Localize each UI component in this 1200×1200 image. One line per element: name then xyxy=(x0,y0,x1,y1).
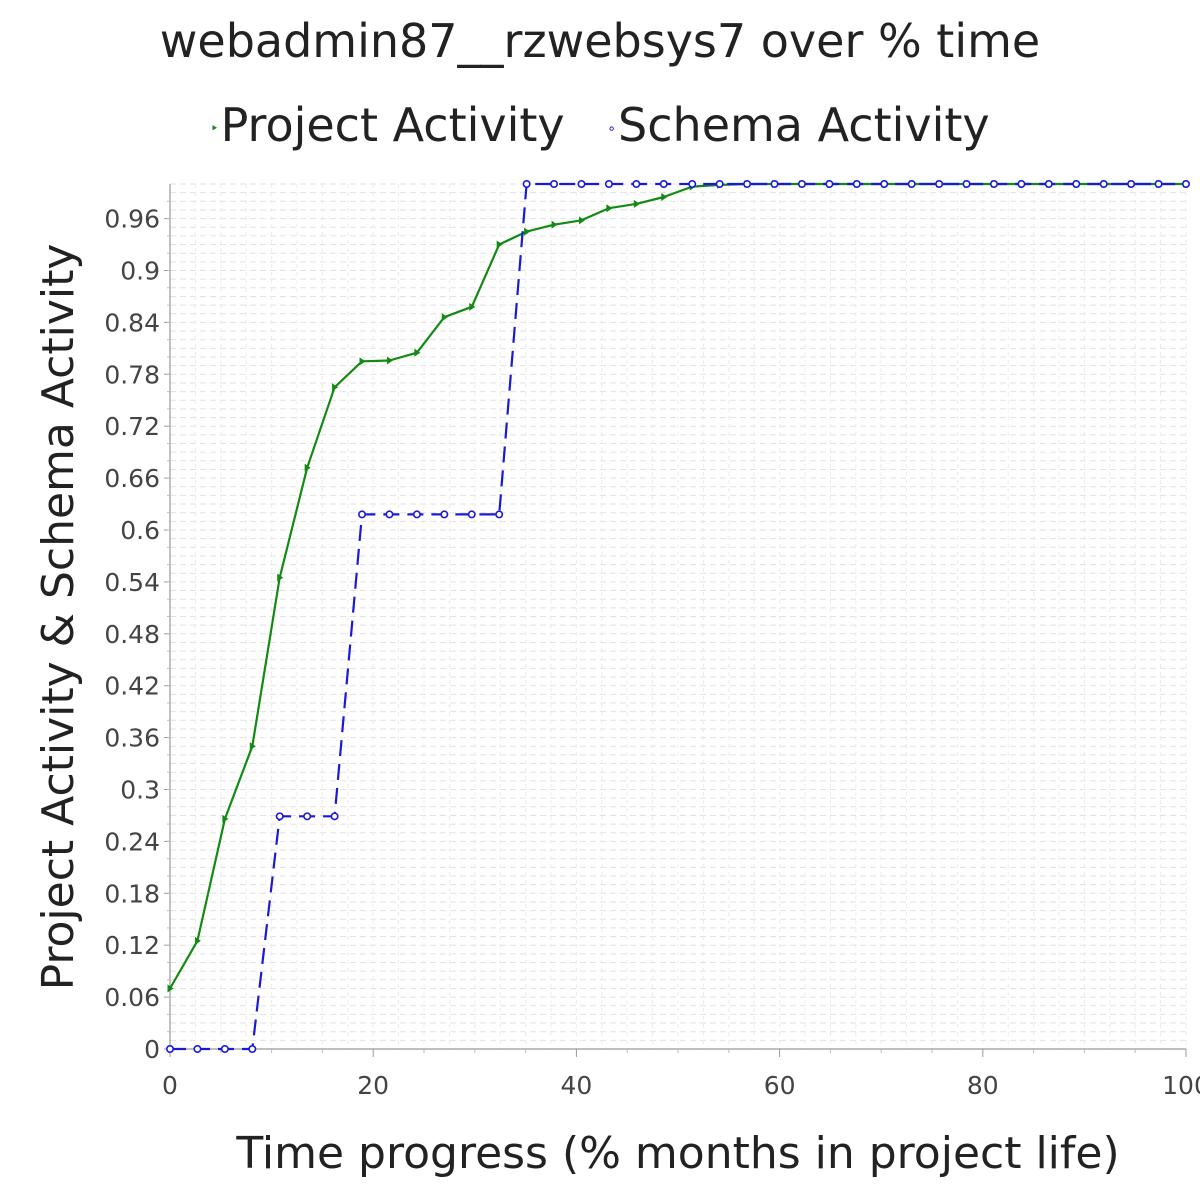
y-tick-label: 0.36 xyxy=(104,724,160,753)
legend-label-project-activity: Project Activity xyxy=(220,98,565,152)
schema-activity-point xyxy=(495,510,504,519)
schema-activity-point xyxy=(385,510,394,519)
y-tick-label: 0.66 xyxy=(104,464,160,493)
y-tick-label: 0.6 xyxy=(120,516,160,545)
x-tick-label: 80 xyxy=(967,1071,999,1100)
schema-activity-point xyxy=(797,180,806,189)
project-activity-point xyxy=(359,357,366,366)
schema-activity-point xyxy=(1182,180,1191,189)
schema-activity-point xyxy=(989,180,998,189)
grid xyxy=(169,183,1187,1049)
schema-activity-point xyxy=(275,812,284,821)
schema-activity-point xyxy=(1044,180,1053,189)
y-tick-label: 0 xyxy=(144,1035,160,1064)
y-tick-label: 0.18 xyxy=(104,879,160,908)
x-tick-label: 40 xyxy=(560,1071,592,1100)
project-activity-point xyxy=(496,240,503,249)
project-activity-point xyxy=(194,936,201,945)
legend-item-project-activity: ‣Project Activity xyxy=(210,98,564,152)
legend-marker-project-activity: ‣ xyxy=(210,120,219,137)
x-axis-title: Time progress (% months in project life) xyxy=(235,1128,1119,1179)
project-activity-point xyxy=(249,742,256,751)
schema-activity-point xyxy=(1154,180,1163,189)
schema-activity-point xyxy=(688,180,697,189)
project-activity-point xyxy=(578,216,585,225)
schema-activity-point xyxy=(358,510,367,519)
schema-activity-point xyxy=(220,1045,229,1054)
y-tick-label: 0.78 xyxy=(104,360,160,389)
schema-activity-point xyxy=(935,180,944,189)
y-tick-label: 0.48 xyxy=(104,620,160,649)
y-tick-label: 0.24 xyxy=(104,827,160,856)
schema-activity-line xyxy=(170,182,1186,1051)
project-activity-point xyxy=(304,463,311,472)
y-tick-label: 0.3 xyxy=(120,776,160,805)
project-activity-point xyxy=(414,348,421,357)
y-axis-title: Project Activity & Schema Activity xyxy=(33,244,84,991)
project-activity-point xyxy=(332,383,339,392)
schema-activity-point xyxy=(577,180,586,189)
legend-item-schema-activity: ∘Schema Activity xyxy=(607,98,989,152)
schema-activity-point xyxy=(1072,180,1081,189)
schema-activity-point xyxy=(659,180,668,189)
schema-activity-point xyxy=(852,180,861,189)
schema-activity-point xyxy=(166,1045,175,1054)
y-tick-label: 0.72 xyxy=(104,412,160,441)
schema-activity-point xyxy=(715,180,724,189)
project-activity-point xyxy=(606,204,613,213)
project-activity-point xyxy=(469,302,476,311)
x-tick-label: 60 xyxy=(764,1071,796,1100)
schema-activity-point xyxy=(1127,180,1136,189)
y-tick-label: 0.96 xyxy=(104,205,160,234)
y-tick-label: 0.06 xyxy=(104,983,160,1012)
project-activity-point xyxy=(386,356,393,365)
project-activity-point xyxy=(441,313,448,322)
y-tick-label: 0.54 xyxy=(104,568,160,597)
y-tick-label: 0.42 xyxy=(104,672,160,701)
legend-marker-schema-activity: ∘ xyxy=(607,120,617,137)
project-activity-point xyxy=(633,199,640,208)
schema-activity-point xyxy=(825,180,834,189)
axes: 0 0.06 0.12 0.18 0.24 0.3 0.36 0.42 0.48 0.54 0.6 0… xyxy=(104,184,1200,1100)
project-activity-point xyxy=(524,227,531,236)
schema-activity-point xyxy=(550,180,559,189)
schema-activity-point xyxy=(962,180,971,189)
schema-activity-point xyxy=(193,1045,202,1054)
chart-title: webadmin87__rzwebsys7 over % time xyxy=(159,14,1041,68)
series-schema-activity xyxy=(166,180,1191,1054)
schema-activity-point xyxy=(1099,180,1108,189)
schema-activity-point xyxy=(604,180,613,189)
x-tick-label: 0 xyxy=(162,1071,178,1100)
schema-activity-point xyxy=(330,812,339,821)
y-tick-label: 0.12 xyxy=(104,931,160,960)
y-tick-label: 0.9 xyxy=(120,257,160,286)
schema-activity-point xyxy=(770,180,779,189)
schema-activity-point xyxy=(467,510,476,519)
schema-activity-point xyxy=(880,180,889,189)
schema-activity-point xyxy=(412,510,421,519)
schema-activity-point xyxy=(632,180,641,189)
x-tick-label: 100 xyxy=(1162,1071,1200,1100)
schema-activity-point xyxy=(522,180,531,189)
schema-activity-point xyxy=(248,1045,257,1054)
project-activity-point xyxy=(222,814,229,823)
y-tick-label: 0.84 xyxy=(104,308,160,337)
project-activity-point xyxy=(277,573,284,582)
legend: ‣Project Activity ∘Schema Activity xyxy=(0,98,1200,152)
series-layer xyxy=(166,180,1191,1054)
schema-activity-point xyxy=(743,180,752,189)
schema-activity-point xyxy=(440,510,449,519)
legend-label-schema-activity: Schema Activity xyxy=(618,98,990,152)
schema-activity-point xyxy=(303,812,312,821)
x-tick-label: 20 xyxy=(357,1071,389,1100)
project-activity-point xyxy=(661,192,668,201)
project-activity-point xyxy=(551,220,558,229)
project-activity-point xyxy=(167,984,174,993)
schema-activity-point xyxy=(1017,180,1026,189)
schema-activity-point xyxy=(907,180,916,189)
